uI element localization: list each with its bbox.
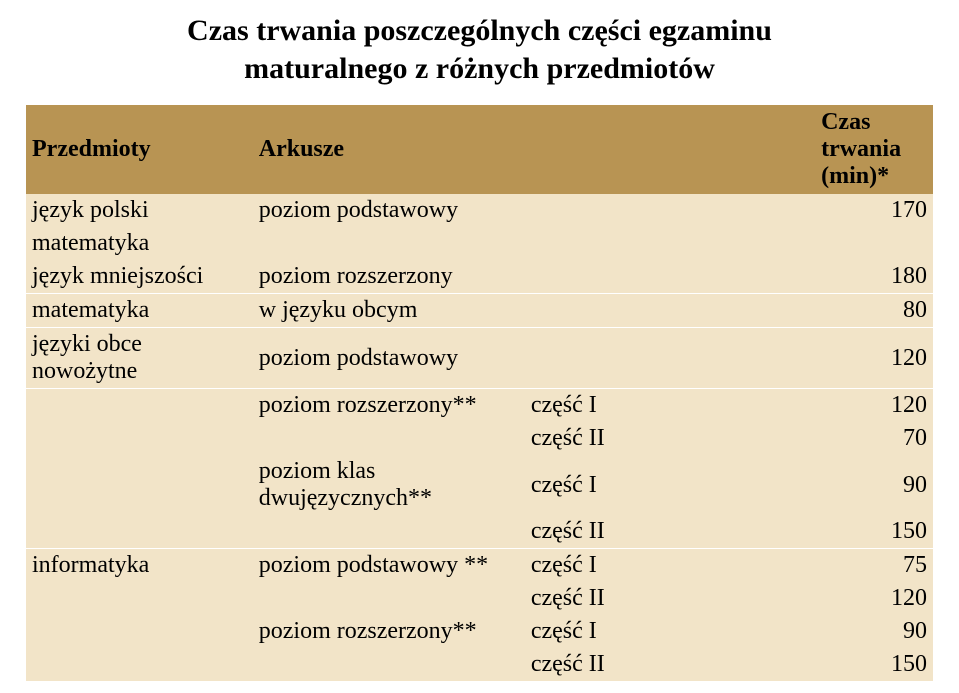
cell-sheet: poziom podstawowy	[253, 194, 815, 227]
cell-sheet	[253, 648, 525, 681]
cell-subject	[26, 648, 253, 681]
cell-duration: 150	[815, 648, 933, 681]
cell-duration: 90	[815, 455, 933, 515]
header-duration-line2: (min)*	[821, 163, 889, 189]
cell-sheet: w języku obcym	[253, 294, 815, 328]
header-subjects: Przedmioty	[26, 105, 253, 194]
cell-subject: informatyka	[26, 549, 253, 583]
table-row: część II 70	[26, 422, 933, 455]
cell-sheet	[253, 582, 525, 615]
cell-part: część I	[525, 389, 815, 423]
cell-subject	[26, 455, 253, 515]
cell-part: część II	[525, 422, 815, 455]
table-row: poziom klas dwujęzycznych** część I 90	[26, 455, 933, 515]
cell-part: część I	[525, 549, 815, 583]
cell-duration: 75	[815, 549, 933, 583]
table-row: część II 120	[26, 582, 933, 615]
table-row: część II 150	[26, 648, 933, 681]
header-duration-line1: Czas trwania	[821, 109, 901, 162]
title-line-1: Czas trwania poszczególnych części egzam…	[187, 14, 772, 47]
table-row: matematyka	[26, 227, 933, 260]
table-row: język mniejszości poziom rozszerzony 180	[26, 260, 933, 294]
cell-subject: matematyka	[26, 227, 253, 260]
table-row: języki obce nowożytne poziom podstawowy …	[26, 328, 933, 389]
table-header-row: Przedmioty Arkusze Czas trwania (min)*	[26, 105, 933, 194]
cell-subject: język polski	[26, 194, 253, 227]
table-row: poziom rozszerzony** część I 120	[26, 389, 933, 423]
cell-subject	[26, 582, 253, 615]
cell-sheet: poziom rozszerzony	[253, 260, 815, 294]
cell-subject: języki obce nowożytne	[26, 328, 253, 389]
table-row: informatyka poziom podstawowy ** część I…	[26, 549, 933, 583]
cell-duration: 90	[815, 615, 933, 648]
cell-subject: język mniejszości	[26, 260, 253, 294]
cell-sheet: poziom klas dwujęzycznych**	[253, 455, 525, 515]
cell-subject: matematyka	[26, 294, 253, 328]
cell-duration: 120	[815, 389, 933, 423]
header-duration: Czas trwania (min)*	[815, 105, 933, 194]
cell-subject	[26, 422, 253, 455]
cell-subject	[26, 389, 253, 423]
table-row: poziom rozszerzony** część I 90	[26, 615, 933, 648]
table-row: język polski poziom podstawowy 170	[26, 194, 933, 227]
cell-duration: 80	[815, 294, 933, 328]
cell-sheet: poziom podstawowy	[253, 328, 815, 389]
page-title: Czas trwania poszczególnych części egzam…	[26, 12, 933, 87]
title-line-2: maturalnego z różnych przedmiotów	[244, 52, 715, 85]
cell-part: część II	[525, 582, 815, 615]
cell-duration: 120	[815, 582, 933, 615]
cell-duration: 70	[815, 422, 933, 455]
cell-sheet	[253, 227, 815, 260]
cell-sheet	[253, 422, 525, 455]
exam-duration-table: Przedmioty Arkusze Czas trwania (min)* j…	[26, 105, 933, 681]
cell-duration: 170	[815, 194, 933, 227]
cell-sheet: poziom podstawowy **	[253, 549, 525, 583]
cell-part: część II	[525, 648, 815, 681]
cell-sheet: poziom rozszerzony**	[253, 615, 525, 648]
cell-part: część I	[525, 455, 815, 515]
cell-sheet: poziom rozszerzony**	[253, 389, 525, 423]
cell-part: część I	[525, 615, 815, 648]
cell-subject	[26, 615, 253, 648]
cell-duration: 120	[815, 328, 933, 389]
header-sheets: Arkusze	[253, 105, 815, 194]
table-row: matematyka w języku obcym 80	[26, 294, 933, 328]
cell-duration	[815, 227, 933, 260]
cell-duration: 180	[815, 260, 933, 294]
